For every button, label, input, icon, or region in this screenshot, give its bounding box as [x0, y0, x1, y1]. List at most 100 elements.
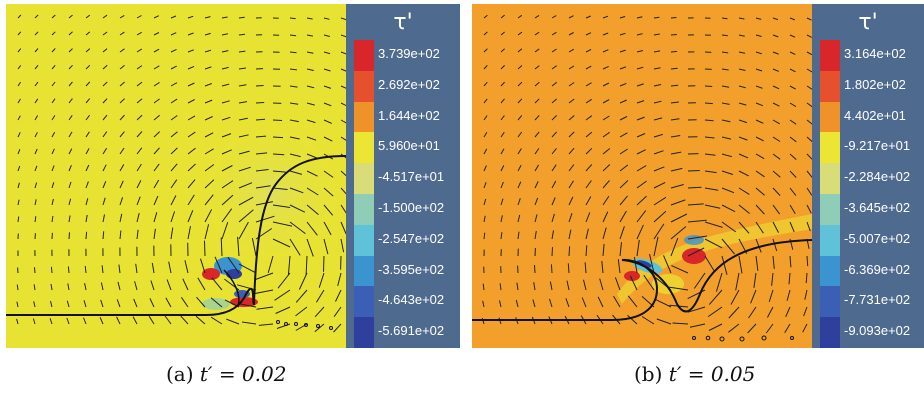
velocity-arrow [568, 48, 575, 53]
velocity-arrow [276, 323, 291, 329]
velocity-arrow [766, 306, 774, 318]
colorbar-swatch [820, 224, 840, 256]
velocity-arrow [602, 195, 610, 206]
velocity-arrow [789, 102, 797, 108]
velocity-arrow [151, 262, 155, 274]
velocity-arrow [483, 215, 486, 223]
velocity-arrow [738, 170, 749, 177]
velocity-arrow [619, 116, 628, 121]
velocity-arrow [289, 85, 298, 88]
velocity-arrow [619, 132, 628, 138]
velocity-arrow [119, 180, 124, 189]
velocity-arrow [721, 68, 729, 71]
velocity-arrow [806, 17, 812, 21]
velocity-arrow [136, 131, 143, 138]
velocity-arrow [221, 16, 228, 19]
colorbar-tick-label: 4.402e+01 [844, 107, 906, 123]
velocity-arrow [83, 300, 87, 308]
velocity-arrow [170, 211, 176, 223]
velocity-arrow [500, 98, 505, 104]
velocity-arrow [51, 198, 54, 206]
velocity-arrow [585, 48, 592, 53]
velocity-arrow [483, 198, 487, 206]
velocity-arrow [50, 266, 53, 274]
velocity-arrow [806, 85, 812, 90]
velocity-arrow [481, 317, 485, 325]
velocity-arrow [323, 136, 333, 142]
velocity-arrow [195, 315, 206, 325]
velocity-arrow [153, 163, 160, 172]
velocity-arrow [670, 101, 679, 104]
velocity-arrow [187, 15, 194, 19]
velocity-arrow [500, 232, 503, 240]
velocity-arrow [34, 267, 36, 274]
velocity-arrow [721, 17, 728, 20]
velocity-arrow [221, 133, 232, 138]
velocity-arrow [197, 277, 206, 291]
velocity-arrow [51, 115, 56, 121]
velocity-arrow [704, 221, 723, 228]
velocity-arrow [772, 255, 775, 269]
droplets [692, 335, 794, 342]
velocity-arrow [136, 163, 142, 172]
velocity-arrow [68, 48, 73, 53]
velocity-arrow [789, 153, 797, 160]
caption-time: t′ = 0.05 [668, 362, 756, 386]
velocity-vectors [16, 14, 346, 333]
velocity-arrow [119, 81, 125, 87]
velocity-arrow [102, 214, 105, 223]
velocity-arrow [670, 118, 680, 121]
velocity-arrow [67, 266, 70, 274]
velocity-arrow [534, 131, 540, 138]
velocity-arrow [34, 14, 39, 19]
velocity-arrow [483, 48, 488, 53]
velocity-arrow [636, 239, 640, 257]
velocity-arrow [102, 231, 105, 240]
velocity-arrow [653, 181, 666, 189]
colorbar-tick-label: 3.164e+02 [844, 46, 906, 61]
velocity-arrow [340, 68, 346, 72]
velocity-arrow [340, 34, 346, 38]
velocity-arrow [153, 212, 158, 223]
velocity-arrow [617, 259, 621, 274]
velocity-arrow [117, 281, 121, 291]
velocity-arrow [214, 256, 223, 274]
velocity-arrow [51, 64, 56, 70]
velocity-arrow [670, 34, 677, 36]
velocity-arrow [204, 83, 212, 87]
velocity-arrow [102, 81, 108, 87]
velocity-arrow [565, 298, 570, 308]
velocity-arrow [164, 315, 172, 325]
velocity-arrow [649, 253, 655, 274]
velocity-arrow [772, 221, 779, 233]
velocity-arrow [789, 85, 796, 90]
velocity-arrow [101, 265, 104, 274]
velocity-arrow [534, 14, 540, 19]
velocity-arrow [204, 164, 215, 172]
velocity-arrow [238, 221, 249, 240]
velocity-arrow [802, 323, 808, 333]
velocity-arrow [687, 219, 707, 223]
velocity-arrow [721, 85, 730, 88]
velocity-arrow [534, 115, 540, 121]
velocity-arrow [789, 170, 797, 178]
velocity-arrow [150, 280, 155, 291]
velocity-arrow [335, 289, 342, 302]
velocity-arrow [221, 221, 229, 240]
velocity-arrow [534, 31, 540, 36]
velocity-arrow [277, 272, 291, 289]
velocity-arrow [566, 280, 570, 291]
velocity-arrow [32, 318, 36, 325]
velocity-arrow [200, 258, 206, 274]
velocity-arrow [738, 204, 750, 214]
velocity-arrow [187, 131, 196, 138]
velocity-arrow [272, 238, 291, 248]
velocity-arrow [340, 238, 345, 253]
colorbar-title: τ' [393, 10, 413, 35]
velocity-arrow [551, 31, 557, 36]
velocity-arrow [85, 198, 89, 206]
velocity-arrow [306, 68, 314, 71]
panel-a: τ' 3.739e+02 2.692e+02 1.644e+02 5.960e+01 -… [6, 4, 460, 349]
velocity-arrow [323, 204, 334, 216]
velocity-arrow [755, 102, 764, 107]
